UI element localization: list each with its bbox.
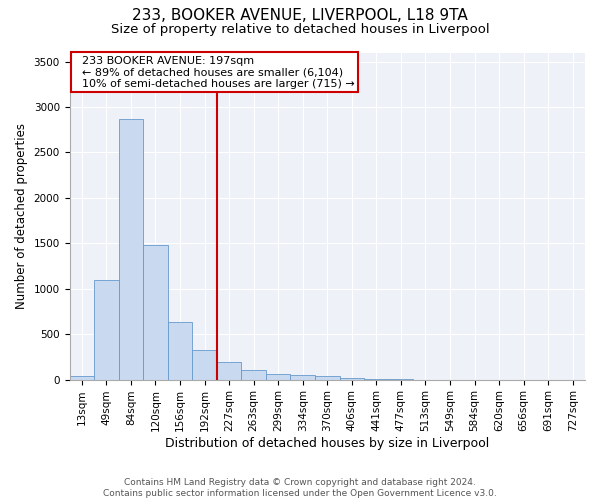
- Bar: [119, 119, 143, 380]
- Text: 233, BOOKER AVENUE, LIVERPOOL, L18 9TA: 233, BOOKER AVENUE, LIVERPOOL, L18 9TA: [132, 8, 468, 22]
- Y-axis label: Number of detached properties: Number of detached properties: [15, 123, 28, 309]
- Text: Size of property relative to detached houses in Liverpool: Size of property relative to detached ho…: [110, 22, 490, 36]
- Text: Contains HM Land Registry data © Crown copyright and database right 2024.
Contai: Contains HM Land Registry data © Crown c…: [103, 478, 497, 498]
- Bar: [315, 376, 340, 380]
- Bar: [143, 245, 168, 380]
- X-axis label: Distribution of detached houses by size in Liverpool: Distribution of detached houses by size …: [165, 437, 490, 450]
- Bar: [192, 350, 217, 380]
- Bar: [340, 378, 364, 380]
- Bar: [94, 280, 119, 380]
- Bar: [168, 322, 192, 380]
- Bar: [241, 370, 266, 380]
- Bar: [364, 378, 389, 380]
- Bar: [290, 375, 315, 380]
- Bar: [217, 362, 241, 380]
- Text: 233 BOOKER AVENUE: 197sqm
  ← 89% of detached houses are smaller (6,104)
  10% o: 233 BOOKER AVENUE: 197sqm ← 89% of detac…: [74, 56, 355, 89]
- Bar: [266, 374, 290, 380]
- Bar: [70, 376, 94, 380]
